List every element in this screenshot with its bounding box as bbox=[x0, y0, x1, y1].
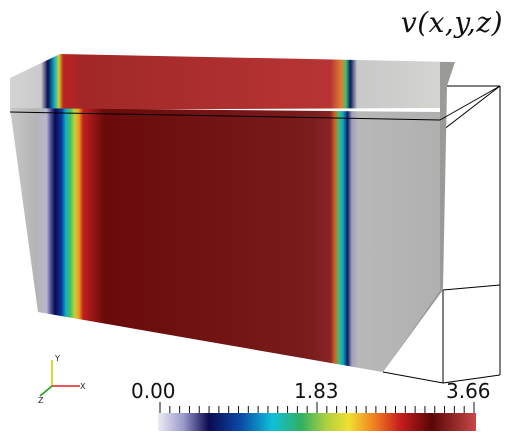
colorbar bbox=[158, 402, 476, 431]
y-axis-label: Y bbox=[54, 354, 60, 363]
colorbar-mid-label: 1.83 bbox=[294, 379, 339, 403]
colorbar-max-label: 3.66 bbox=[446, 379, 491, 403]
plot-title: v(x,y,z) bbox=[400, 6, 503, 39]
colorbar-min-label: 0.00 bbox=[131, 379, 176, 403]
colorbar-gradient bbox=[158, 413, 476, 431]
z-axis-line bbox=[39, 385, 53, 397]
colorbar-ticks bbox=[159, 402, 475, 413]
orientation-axes-widget: Y X Z bbox=[38, 354, 86, 405]
bounding-box-back bbox=[442, 85, 501, 384]
bounding-box-front bbox=[9, 85, 501, 384]
z-axis-label: Z bbox=[38, 396, 44, 405]
x-axis-label: X bbox=[80, 382, 86, 391]
slab-top-face bbox=[10, 54, 455, 110]
slab-right-face bbox=[383, 62, 455, 372]
slab-front-face bbox=[10, 108, 440, 372]
